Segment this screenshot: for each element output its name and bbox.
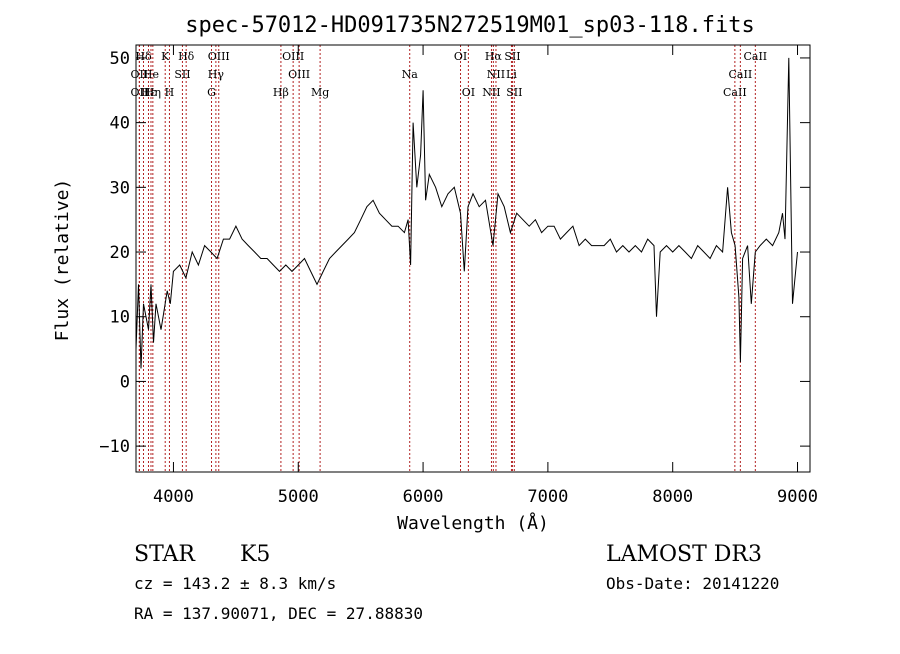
y-tick-label: 0 — [120, 372, 130, 392]
spectral-line-label: NII — [482, 86, 500, 99]
spectral-line-label: CaII — [723, 86, 747, 99]
redshift-text: cz = 143.2 ± 8.3 km/s — [134, 574, 336, 593]
object-class: STAR — [134, 542, 196, 567]
y-axis-label: Flux (relative) — [52, 179, 73, 342]
spectral-line-label: K — [161, 50, 170, 63]
spectral-line-label: Hδ — [178, 50, 195, 63]
y-tick-label: 50 — [110, 49, 130, 69]
survey-name: LAMOST DR3 — [606, 542, 762, 567]
spectral-line-label: Hγ — [208, 68, 225, 81]
spectral-line-markers — [138, 45, 756, 472]
spectrum-line — [135, 57, 798, 369]
spectral-line-label: Hδ — [135, 50, 152, 63]
spectral-line-label: OI — [462, 86, 475, 99]
x-tick-label: 5000 — [278, 487, 319, 507]
y-tick-label: 20 — [110, 243, 130, 263]
spectral-line-label: OIII — [288, 68, 310, 81]
spectral-line-label: OII — [131, 68, 149, 81]
x-tick-label: 8000 — [652, 487, 693, 507]
spectral-line-label: Hα — [485, 50, 503, 63]
spectral-line-label: Hε — [141, 86, 157, 99]
spectral-line-label: OI — [454, 50, 467, 63]
y-tick-label: −10 — [99, 437, 130, 457]
spectral-line-label: Li — [506, 68, 517, 81]
spectral-line-label: CaII — [743, 50, 767, 63]
spectral-line-label: OIII — [208, 50, 230, 63]
spectral-line-label: G — [207, 86, 216, 99]
spectral-line-label: He — [143, 68, 159, 81]
x-tick-label: 9000 — [777, 487, 818, 507]
x-tick-label: 7000 — [527, 487, 568, 507]
spectral-line-label: Hβ — [273, 86, 289, 99]
spectral-line-label: H — [165, 86, 175, 99]
y-axis: −10 0 10 20 30 40 50 — [99, 49, 810, 457]
x-axis-label: Wavelength (Å) — [397, 512, 549, 534]
spectral-line-label: SII — [174, 68, 190, 81]
y-tick-label: 40 — [110, 114, 130, 134]
spectral-line-label: SII — [504, 50, 520, 63]
y-tick-label: 30 — [110, 178, 130, 198]
spectral-line-label: Hη — [145, 86, 161, 99]
spectral-line-label: Na — [402, 68, 419, 81]
spectral-line-label: SII — [506, 86, 522, 99]
chart-title: spec-57012-HD091735N272519M01_sp03-118.f… — [185, 13, 755, 38]
plot-frame — [135, 44, 811, 473]
coordinates-text: RA = 137.90071, DEC = 27.88830 — [134, 604, 423, 623]
x-axis: 4000 5000 6000 7000 8000 9000 — [153, 45, 818, 507]
spectral-line-label: NII — [487, 68, 505, 81]
spectral-line-label: CaII — [729, 68, 753, 81]
x-tick-label: 4000 — [153, 487, 194, 507]
spectral-line-label: Mg — [311, 86, 329, 99]
x-tick-label: 6000 — [403, 487, 444, 507]
spectral-line-label: OIII — [282, 50, 304, 63]
object-subclass: K5 — [240, 542, 270, 567]
spectral-line-label: OII — [131, 86, 149, 99]
y-tick-label: 10 — [110, 308, 130, 328]
observation-date: Obs-Date: 20141220 — [606, 574, 779, 593]
